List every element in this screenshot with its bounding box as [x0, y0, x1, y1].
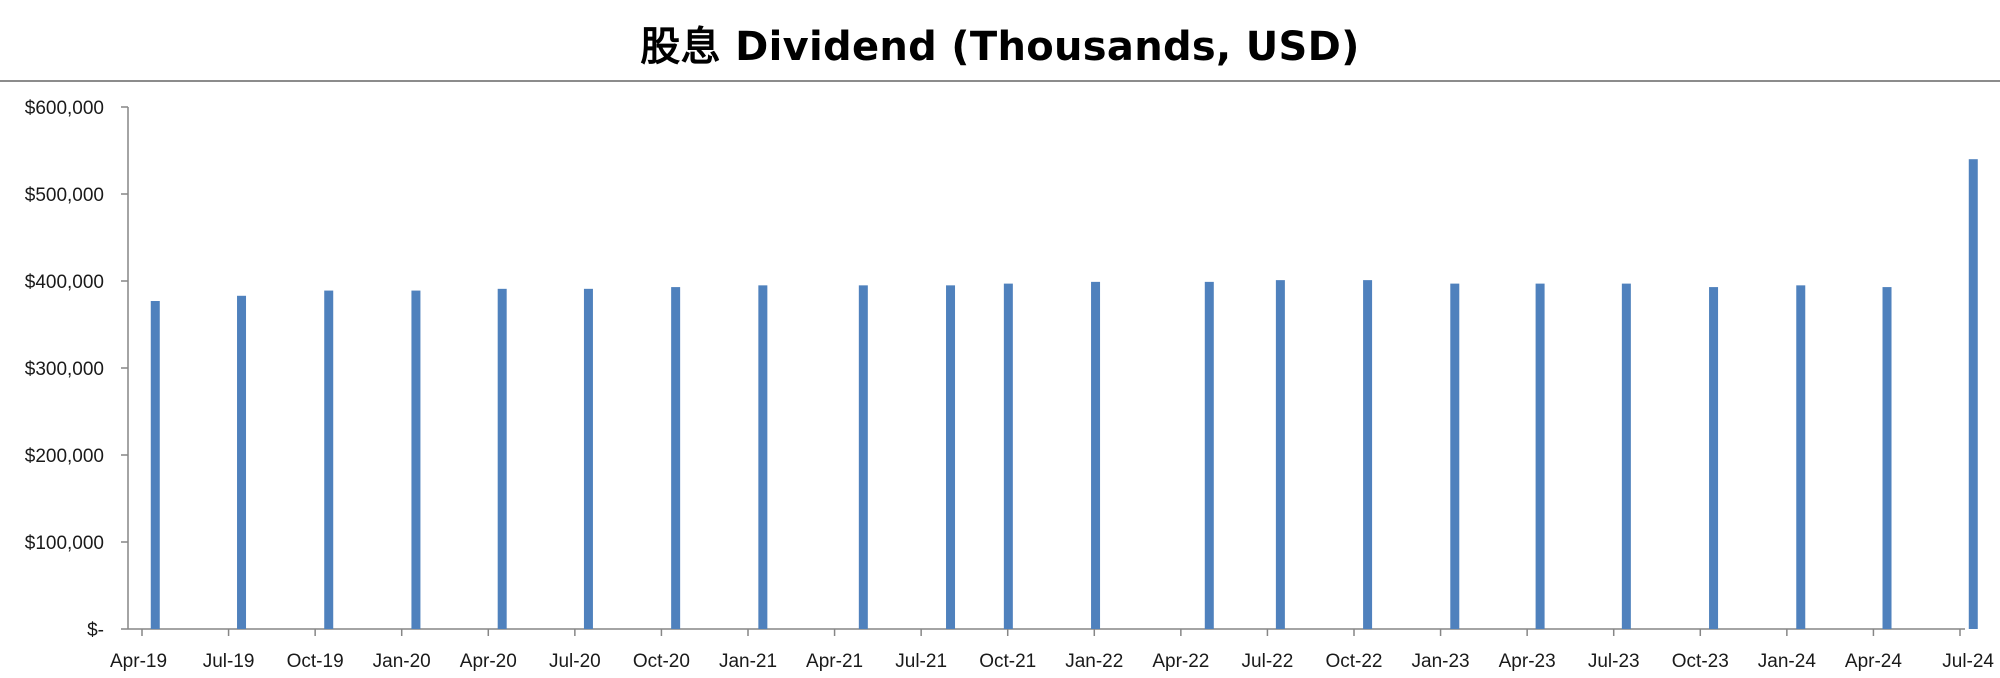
x-tick-label: Oct-20: [633, 651, 690, 672]
x-tick-label: Jul-19: [203, 651, 255, 672]
dividend-bar: [1363, 280, 1373, 629]
dividend-bar: [1535, 283, 1545, 629]
dividend-bar: [1709, 287, 1719, 629]
y-tick-label: $300,000: [25, 359, 104, 380]
bars: [150, 159, 1978, 629]
dividend-bar: [583, 288, 593, 629]
x-tick-label: Jan-24: [1758, 651, 1817, 672]
dividend-bar: [858, 285, 868, 629]
x-tick-label: Oct-23: [1672, 651, 1729, 672]
chart-title: 股息 Dividend (Thousands, USD): [640, 24, 1360, 70]
y-tick-label: $-: [87, 620, 104, 641]
y-tick-label: $100,000: [25, 533, 104, 554]
dividend-bar: [411, 290, 421, 629]
dividend-bar: [1003, 283, 1013, 629]
dividend-bar: [237, 295, 247, 629]
x-tick-label: Apr-21: [806, 651, 863, 672]
x-tick-label: Apr-22: [1152, 651, 1209, 672]
dividend-bar: [946, 285, 956, 629]
x-tick-label: Oct-22: [1325, 651, 1382, 672]
x-tick-label: Apr-24: [1845, 651, 1902, 672]
dividend-bar: [1796, 285, 1806, 629]
x-tick-label: Oct-19: [287, 651, 344, 672]
title-divider: [0, 80, 2000, 82]
y-tick-label: $200,000: [25, 446, 104, 467]
dividend-bar: [150, 301, 160, 629]
x-tick-label: Apr-19: [110, 651, 167, 672]
dividend-bar: [1204, 281, 1214, 629]
x-tick-label: Jul-20: [549, 651, 601, 672]
y-tick-label: $600,000: [25, 98, 104, 119]
dividend-bar: [1091, 281, 1101, 629]
y-tick-label: $400,000: [25, 272, 104, 293]
x-tick-label: Jan-22: [1065, 651, 1123, 672]
dividend-bar: [324, 290, 334, 629]
x-tick-label: Oct-21: [979, 651, 1036, 672]
x-tick-label: Jul-21: [895, 651, 947, 672]
dividend-bar: [1275, 280, 1285, 629]
x-tick-label: Apr-20: [460, 651, 517, 672]
dividend-bar: [758, 285, 768, 629]
dividend-bar: [1882, 287, 1892, 629]
x-tick-label: Jul-22: [1242, 651, 1294, 672]
x-tick-label: Apr-23: [1499, 651, 1556, 672]
x-tick-label: Jan-23: [1412, 651, 1470, 672]
dividend-bar: [497, 288, 507, 629]
x-tick-label: Jan-20: [373, 651, 431, 672]
y-tick-label: $500,000: [25, 185, 104, 206]
dividend-bar: [671, 287, 681, 629]
y-axis: $- $100,000 $200,000 $300,000 $400,000 $500,0…: [25, 98, 129, 641]
x-tick-label: Jan-21: [719, 651, 777, 672]
x-tick-label: Jul-23: [1588, 651, 1640, 672]
dividend-bar: [1968, 159, 1978, 629]
dividend-bar: [1450, 283, 1460, 629]
x-tick-label: Jul-24: [1942, 651, 1994, 672]
x-axis: Apr-19 Jul-19 Oct-19 Jan-20 Apr-20 Jul-20 Oct-…: [110, 628, 1994, 672]
dividend-bar: [1621, 283, 1631, 629]
